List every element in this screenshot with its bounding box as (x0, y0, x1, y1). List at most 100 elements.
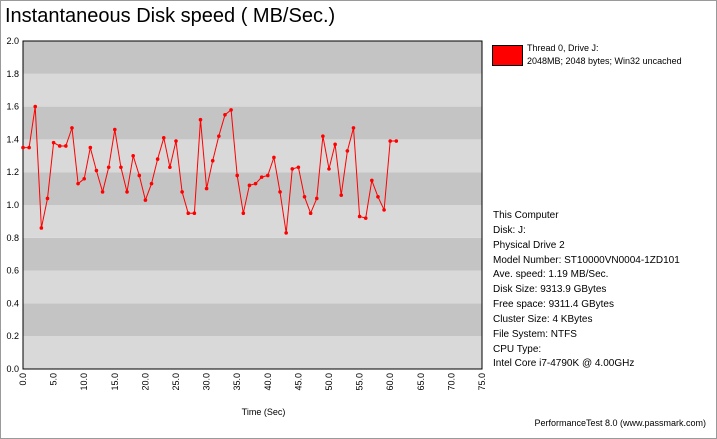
data-point (45, 196, 50, 201)
x-tick-label: 50.0 (324, 373, 334, 391)
data-point (345, 149, 350, 153)
x-tick-label: 45.0 (293, 373, 303, 391)
data-point (33, 104, 38, 109)
x-tick-label: 60.0 (385, 373, 395, 391)
x-tick-label: 30.0 (202, 373, 212, 391)
y-tick-label: 2.0 (6, 36, 19, 46)
data-point (210, 158, 215, 163)
data-point (21, 145, 25, 150)
y-tick-label: 0.0 (6, 364, 19, 374)
chart-title: Instantaneous Disk speed ( MB/Sec.) (5, 5, 336, 27)
plot-border (22, 40, 483, 370)
data-point (180, 190, 184, 194)
data-point (113, 127, 117, 132)
x-tick-label: 40.0 (263, 373, 273, 391)
data-point (229, 108, 233, 112)
info-disk-size: Disk Size: 9313.9 GBytes (493, 284, 607, 296)
y-tick-label: 0.4 (6, 298, 19, 308)
data-point (88, 145, 93, 150)
x-axis-ticks: 0.0 5.0 10.0 15.0 20.0 25.0 30.0 35.0 40.0 45.0 50… (18, 373, 487, 391)
series-group (21, 104, 399, 235)
data-point (376, 195, 380, 199)
data-point (131, 154, 135, 158)
data-point (308, 211, 313, 215)
data-point (357, 214, 362, 219)
data-point (217, 134, 221, 138)
y-tick-label: 1.0 (6, 200, 19, 210)
y-axis-ticks: 0.0 0.2 0.4 0.6 0.8 1.0 1.2 1.4 1.6 1.8 2.0 (6, 36, 19, 374)
data-point (174, 139, 178, 143)
data-point (266, 173, 270, 178)
data-point (302, 195, 307, 199)
y-tick-label: 0.2 (6, 331, 19, 341)
legend-series-detail: 2048MB; 2048 bytes; Win32 uncached (527, 56, 682, 66)
data-point (278, 190, 282, 194)
x-tick-label: 15.0 (110, 373, 120, 391)
x-tick-label: 20.0 (140, 373, 150, 391)
series-line (23, 106, 397, 233)
data-point (27, 145, 31, 150)
grid-band (23, 205, 482, 238)
data-point (39, 226, 44, 230)
data-point (351, 126, 356, 130)
legend-swatch (492, 45, 523, 66)
data-point (198, 117, 203, 122)
info-computer: This Computer (493, 210, 559, 221)
data-point (223, 113, 227, 117)
x-tick-label: 25.0 (171, 373, 181, 391)
y-tick-label: 0.6 (6, 266, 19, 276)
data-point (149, 181, 154, 186)
x-tick-label: 70.0 (446, 373, 456, 391)
data-point (321, 134, 325, 138)
grid-band (23, 172, 482, 205)
data-point (290, 167, 295, 171)
grid-band (23, 237, 482, 271)
grid-band (23, 336, 482, 369)
grid-band (23, 41, 482, 74)
data-point (272, 155, 276, 160)
grid-band (23, 270, 482, 304)
data-point (247, 183, 252, 188)
data-point (394, 139, 399, 143)
x-tick-label: 0.0 (18, 373, 28, 386)
data-point (259, 175, 264, 179)
data-point (192, 211, 197, 215)
x-tick-label: 55.0 (355, 373, 365, 391)
y-tick-label: 1.2 (6, 167, 19, 177)
info-cpu-type: CPU Type: (493, 343, 542, 355)
y-tick-label: 0.8 (6, 233, 19, 243)
info-ave-speed: Ave. speed: 1.19 MB/Sec. (493, 269, 609, 281)
x-tick-label: 35.0 (232, 373, 242, 391)
data-point (241, 211, 246, 215)
data-point (137, 173, 142, 178)
data-point (284, 231, 288, 235)
data-point (235, 173, 239, 178)
data-point (339, 193, 344, 197)
info-disk: Disk: J: (493, 224, 526, 236)
data-point (76, 181, 80, 186)
grid-band (23, 73, 482, 107)
data-point (296, 165, 301, 170)
grid-band (23, 106, 482, 140)
data-point (64, 144, 68, 148)
data-point (106, 165, 111, 170)
data-point (94, 168, 99, 173)
info-cpu-model: Intel Core i7-4790K @ 4.00GHz (493, 358, 635, 370)
data-point (51, 140, 56, 145)
x-tick-label: 65.0 (416, 373, 426, 391)
data-point (57, 144, 62, 148)
x-tick-label: 10.0 (79, 373, 89, 391)
data-point (204, 186, 209, 191)
data-point (327, 167, 331, 171)
grid-band (23, 303, 482, 337)
data-point (125, 190, 129, 194)
data-point (119, 165, 123, 170)
data-point (155, 157, 160, 161)
data-point (253, 181, 258, 186)
data-point (161, 135, 166, 140)
data-point (100, 190, 105, 194)
footer-credit: PerformanceTest 8.0 (www.passmark.com) (534, 418, 706, 428)
data-point (143, 198, 148, 202)
data-point (168, 165, 172, 170)
